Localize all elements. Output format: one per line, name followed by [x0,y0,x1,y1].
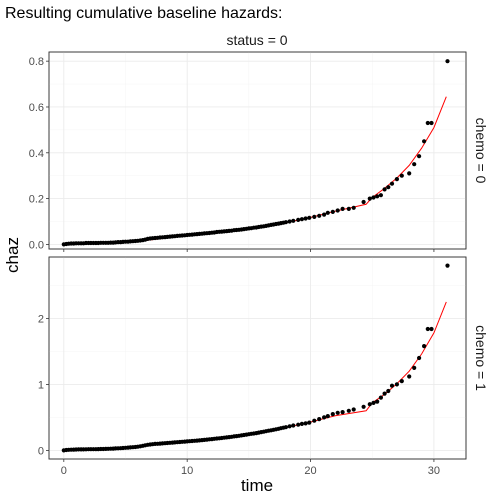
hazard-point [335,208,340,213]
hazard-point [287,219,292,224]
x-tick-label: 0 [61,465,67,477]
hazard-point [330,209,335,214]
hazard-point [412,162,417,167]
hazard-point [346,408,351,413]
panel-border [48,256,467,460]
panel-background [48,256,467,460]
y-tick-label: 0.2 [29,194,44,206]
hazard-point [378,193,383,198]
y-tick-label: 0.4 [29,148,44,160]
y-tick-label: 0.8 [29,56,44,68]
panel-border [48,51,467,250]
hazard-point [399,379,404,384]
hazard-point [299,421,304,426]
hazard-point [417,154,422,159]
hazard-point [312,418,317,423]
hazard-point [386,185,391,190]
hazard-point [303,421,308,426]
hazard-point [386,388,391,394]
hazard-point [389,383,395,388]
y-tick-label: 0.0 [29,239,44,251]
x-tick-label: 30 [428,465,440,477]
y-tick-label: 0 [38,445,44,457]
hazard-point [346,206,351,211]
hazard-point [407,374,412,379]
hazard-point [407,171,412,176]
panel-background [48,51,467,250]
row-strip-label: chemo = 1 [473,325,489,391]
hazard-point [382,391,387,396]
hazard-point [340,410,345,415]
hazard-point [367,402,372,407]
hazard-point [382,187,387,192]
hazard-point [367,196,372,201]
hazard-point [317,417,322,422]
row-strip-label: chemo = 0 [473,118,489,184]
hazard-point [303,216,308,221]
hazard-point [371,195,376,200]
x-tick-label: 20 [304,465,316,477]
hazard-point [394,382,399,387]
hazard-point [351,407,356,412]
y-tick-label: 2 [38,313,44,325]
hazard-point [389,181,395,186]
hazard-point [340,206,345,211]
hazard-point [425,326,430,332]
hazard-point [330,412,335,417]
hazard-point [371,400,376,405]
hazard-point [325,210,330,215]
hazard-point [361,199,366,205]
hazard-point [361,404,366,409]
hazard-point [296,217,301,222]
column-strip-label: status = 0 [226,32,287,48]
hazard-point [394,177,399,182]
hazard-point [399,173,404,178]
hazard-point [445,263,450,268]
facet-panel-0: 0.0 0.2 0.4 0.6 0.8 chemo = 0 [29,51,489,252]
hazard-point [375,399,380,404]
y-tick-label: 1 [38,379,44,391]
hazard-point [375,194,380,199]
hazard-point [425,120,430,126]
hazard-point [378,395,383,400]
hazard-point [412,365,417,370]
hazard-point [287,424,292,429]
hazard-point [325,414,330,419]
hazard-point [417,355,422,361]
hazard-point [312,214,317,219]
x-axis-title: time [241,476,273,495]
hazard-point [283,220,288,225]
hazard-point [291,423,296,428]
plot-title: Resulting cumulative baseline hazards: [5,5,282,22]
hazard-point [317,213,322,218]
hazard-point [322,212,327,217]
x-tick-label: 10 [181,465,193,477]
hazard-point [307,215,312,220]
y-axis-title: chaz [3,237,22,273]
hazard-point [335,410,340,415]
hazard-point [422,344,427,349]
hazard-point [296,422,301,427]
hazard-point [445,59,450,64]
hazard-point [429,120,434,126]
hazard-point [351,205,356,210]
hazard-point [283,425,288,430]
y-tick-label: 0.6 [29,102,44,114]
hazard-point [299,217,304,222]
hazard-point [291,218,296,223]
hazard-point [429,326,434,332]
hazard-point [422,139,427,144]
hazard-point [307,420,312,425]
hazard-point [322,415,327,420]
